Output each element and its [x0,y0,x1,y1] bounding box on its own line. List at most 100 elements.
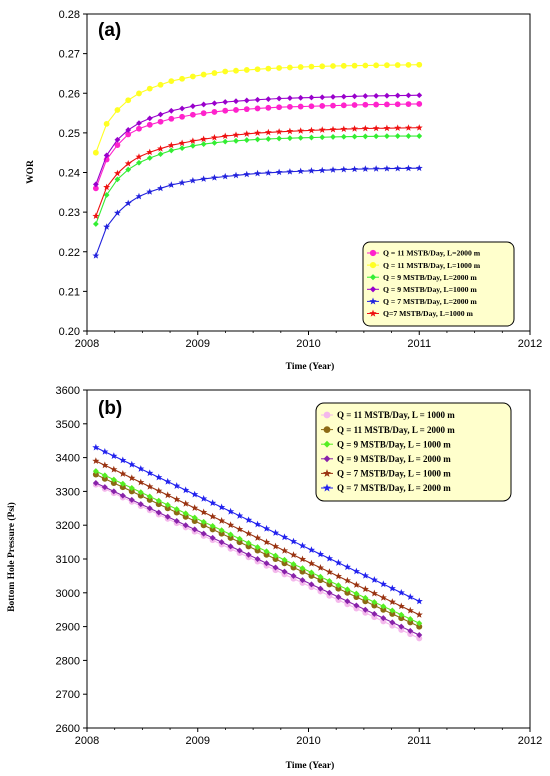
y-tick-label: 2800 [56,655,80,667]
data-point [136,125,142,132]
data-point [92,471,99,478]
data-point [286,127,294,135]
data-point [182,499,190,507]
data-point [397,602,405,610]
data-point [330,94,336,100]
data-point [289,551,298,558]
data-point [362,609,369,616]
data-point [353,594,360,601]
data-point [164,491,172,499]
data-point [113,209,121,216]
data-point [329,125,337,133]
y-tick-label: 3600 [56,385,80,397]
legend-marker [323,455,331,463]
panel-b-legend-box [315,402,512,502]
data-point [361,165,369,172]
data-point [236,547,243,554]
data-point [406,606,414,614]
data-point [211,109,218,115]
panel-b-chart: (b) Time (Year) Bottom Hole Pressure (Ps… [6,385,542,771]
legend-marker [369,249,377,257]
legend-label: Q = 9 MSTB/Day, L=2000 m [383,273,477,282]
data-point [92,443,100,451]
series-1 [92,101,423,192]
x-tick-label: 2009 [186,338,210,350]
data-point [146,115,153,122]
data-point [189,111,196,118]
data-point [103,152,110,159]
data-point [371,599,378,606]
data-point [236,512,244,519]
data-point [373,133,380,140]
data-point [388,584,396,592]
legend-label: Q = 11 MSTB/Day, L = 1000 m [337,410,455,420]
data-point [167,181,175,188]
x-tick-label: 2008 [75,735,99,747]
data-point [330,63,336,69]
data-point [325,554,333,562]
data-point [407,631,414,638]
data-point [245,551,252,558]
data-point [200,101,207,108]
data-point [210,174,218,181]
data-point [191,504,199,512]
y-tick-label: 3100 [56,554,80,566]
data-point [178,179,186,186]
data-point [353,605,360,612]
data-point [340,125,348,133]
data-point [280,546,289,554]
data-point [394,101,401,108]
data-point [222,99,229,105]
data-point [128,488,135,495]
data-point [326,577,333,584]
data-point [335,585,342,592]
data-point [384,92,390,99]
data-point [398,626,405,633]
data-point [254,105,261,112]
data-point [262,524,271,532]
data-point [384,101,390,108]
data-point [243,170,251,178]
data-point [92,185,99,192]
y-tick-label: 0.27 [59,49,80,61]
y-tick-label: 0.21 [59,286,80,298]
data-point [253,520,262,528]
panel-b-x-axis-title: Time (Year) [286,760,335,771]
data-point [236,535,243,542]
data-point [272,552,279,559]
data-point [405,133,412,139]
data-point [155,487,163,494]
data-point [325,568,333,576]
data-point [343,563,351,571]
data-point [297,167,305,175]
data-point [146,505,153,512]
data-point [276,104,283,111]
data-point [146,496,153,503]
data-point [233,107,239,113]
data-point [362,101,369,108]
data-point [351,125,359,132]
legend-item: Q = 11 MSTB/Day, L = 2000 m [321,425,455,435]
data-point [173,482,181,489]
data-point [200,175,208,182]
data-point [254,169,261,177]
data-point [407,627,414,634]
data-point [373,92,380,99]
data-point [113,169,121,177]
data-point [114,176,121,183]
data-point [146,155,153,161]
legend-marker [369,309,377,317]
data-point [125,166,132,173]
data-point [307,559,316,567]
data-point [124,199,132,207]
data-point [128,496,135,503]
data-point [299,577,306,584]
data-point [362,93,369,99]
data-point [316,564,324,571]
legend-item: Q = 11 MSTB/Day, L=2000 m [367,249,481,258]
y-tick-label: 3200 [56,520,80,532]
data-point [371,614,378,621]
data-point [236,539,243,546]
data-point [200,494,208,502]
data-point [157,111,164,118]
